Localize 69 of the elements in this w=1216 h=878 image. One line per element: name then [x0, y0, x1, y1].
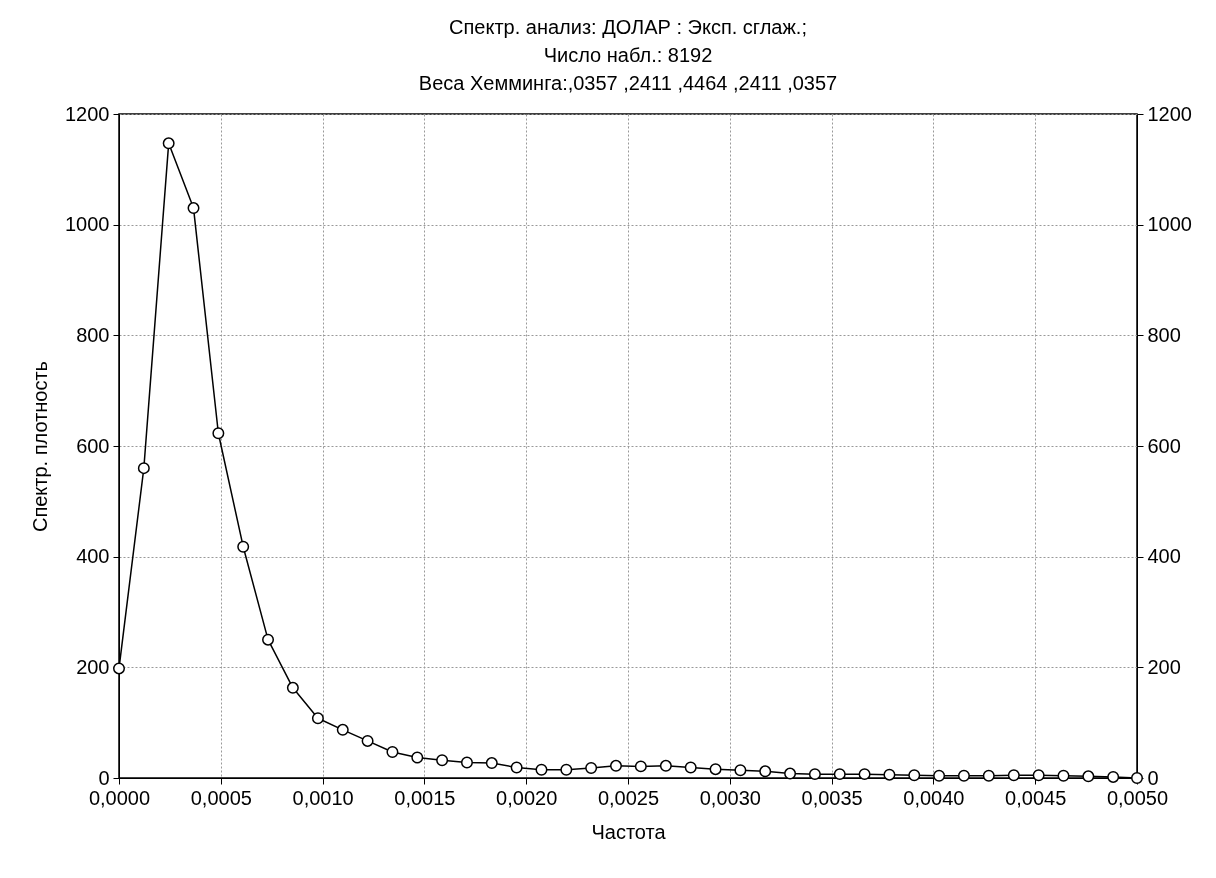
point	[808, 768, 821, 781]
point	[709, 763, 722, 776]
point	[535, 763, 548, 776]
point	[982, 769, 995, 782]
point	[883, 768, 896, 781]
y-tick-label: 400	[76, 545, 110, 568]
point	[386, 746, 399, 758]
y2-tick-label: 1200	[1147, 102, 1192, 125]
point	[510, 761, 523, 774]
x-tick-label: 0,0035	[801, 786, 863, 809]
point	[162, 137, 175, 150]
point	[1057, 769, 1070, 782]
x-tick-label: 0,0010	[292, 786, 354, 809]
point	[585, 762, 598, 775]
y-axis-title: Спектр. плотность	[29, 360, 52, 533]
point	[833, 768, 846, 781]
point	[560, 763, 573, 776]
point	[1007, 769, 1020, 782]
x-tick-label: 0,0040	[903, 786, 965, 809]
chart-title: Спектр. анализ: ДОЛАР : Эксп. сглаж.; Число набл.: 8192 Веса Хемминга:,0357 ,2411 ,4464 ,2411 ,0357	[418, 16, 838, 94]
point	[237, 540, 250, 553]
point	[187, 202, 200, 215]
x-tick-label: 0,0025	[597, 786, 660, 809]
x-axis-title: Частота	[591, 820, 667, 843]
point	[759, 765, 772, 778]
point	[659, 759, 672, 772]
point	[933, 769, 946, 782]
x-tick-label: 0,0020	[496, 786, 558, 809]
point	[957, 769, 970, 782]
point	[734, 764, 747, 777]
y-tick-label: 1000	[65, 213, 110, 236]
point	[684, 761, 697, 774]
y2-tick-label: 200	[1147, 655, 1181, 678]
point	[262, 633, 275, 646]
y2-tick-label: 1000	[1147, 213, 1192, 236]
y2-tick-label: 400	[1147, 545, 1181, 568]
point	[908, 769, 921, 782]
y-tick-label: 800	[76, 323, 110, 346]
point	[1082, 770, 1095, 783]
x-tick-label: 0,0015	[394, 786, 456, 809]
y2-tick-label: 800	[1147, 323, 1181, 346]
x-tick-label: 0,0045	[1005, 786, 1067, 809]
point	[361, 734, 374, 747]
point	[784, 767, 797, 780]
x-tick-label: 0,0000	[88, 786, 151, 809]
point	[1032, 769, 1045, 782]
point	[609, 759, 622, 772]
point	[286, 681, 299, 694]
point	[460, 756, 473, 769]
point	[411, 751, 424, 764]
point	[336, 723, 349, 736]
x-tick-label: 0,0005	[190, 786, 252, 809]
point	[212, 427, 225, 440]
y-tick-label: 200	[76, 655, 110, 678]
point	[436, 754, 449, 767]
y2-tick-label: 600	[1147, 434, 1181, 457]
point	[634, 760, 647, 773]
y2-tick-label: 0	[1147, 766, 1159, 789]
x-tick-label: 0,0030	[699, 786, 761, 809]
y-tick-label: 1200	[65, 102, 110, 125]
point	[858, 768, 871, 781]
point	[311, 712, 324, 725]
y-tick-label: 600	[76, 434, 110, 457]
x-tick-label: 0,0050	[1106, 786, 1169, 809]
point	[137, 462, 150, 475]
point	[485, 757, 498, 770]
y-tick-label: 0	[98, 766, 110, 789]
point	[113, 662, 125, 675]
point	[1107, 770, 1120, 783]
